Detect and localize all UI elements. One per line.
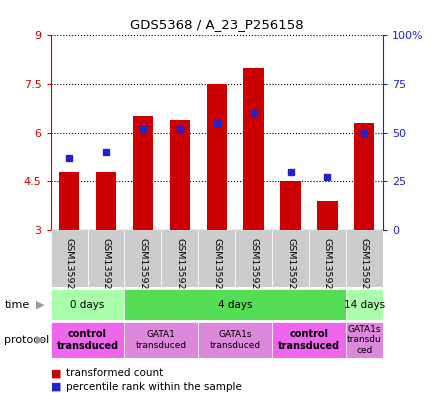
Bar [346,230,383,287]
Text: 4 days: 4 days [218,299,253,310]
Text: GSM1359247: GSM1359247 [65,239,73,302]
Bar [354,123,374,230]
Bar [235,230,272,287]
Bar [125,230,161,287]
Bar [59,171,79,230]
Text: 0 days: 0 days [70,299,105,310]
Text: percentile rank within the sample: percentile rank within the sample [66,382,242,392]
Bar [51,230,88,287]
Bar [309,230,346,287]
Text: protocol: protocol [4,335,50,345]
Text: GATA1s
transduced: GATA1s transduced [209,330,261,350]
Text: ■: ■ [51,382,65,392]
Bar [125,322,198,358]
Text: ■: ■ [51,368,65,378]
Bar [272,230,309,287]
Text: GATA1
transduced: GATA1 transduced [136,330,187,350]
Bar [243,68,264,230]
Bar [51,322,125,358]
Bar [198,230,235,287]
Bar [346,289,383,320]
Text: GATA1s
transdu
ced: GATA1s transdu ced [347,325,382,355]
Bar [161,230,198,287]
Bar [88,230,125,287]
Title: GDS5368 / A_23_P256158: GDS5368 / A_23_P256158 [130,18,304,31]
Text: 14 days: 14 days [344,299,385,310]
Bar [170,119,190,230]
Text: GSM1359246: GSM1359246 [323,239,332,302]
Text: GSM1359240: GSM1359240 [138,239,147,302]
Bar [125,289,346,320]
Text: GSM1359242: GSM1359242 [212,239,221,302]
Text: GSM1359244: GSM1359244 [360,239,369,302]
Text: GSM1359243: GSM1359243 [249,239,258,302]
Text: ▶: ▶ [36,335,45,345]
Text: time: time [4,299,29,310]
Text: GSM1359245: GSM1359245 [286,239,295,302]
Bar [280,181,301,230]
Bar [96,171,116,230]
Bar [51,289,125,320]
Text: control
transduced: control transduced [278,329,340,351]
Text: GSM1359241: GSM1359241 [175,239,184,302]
Bar [272,322,346,358]
Bar [206,84,227,230]
Text: ▶: ▶ [36,299,45,310]
Bar [133,116,153,230]
Bar [198,322,272,358]
Text: transformed count: transformed count [66,368,163,378]
Text: GSM1359248: GSM1359248 [102,239,110,302]
Bar [317,201,337,230]
Text: control
transduced: control transduced [56,329,118,351]
Bar [346,322,383,358]
